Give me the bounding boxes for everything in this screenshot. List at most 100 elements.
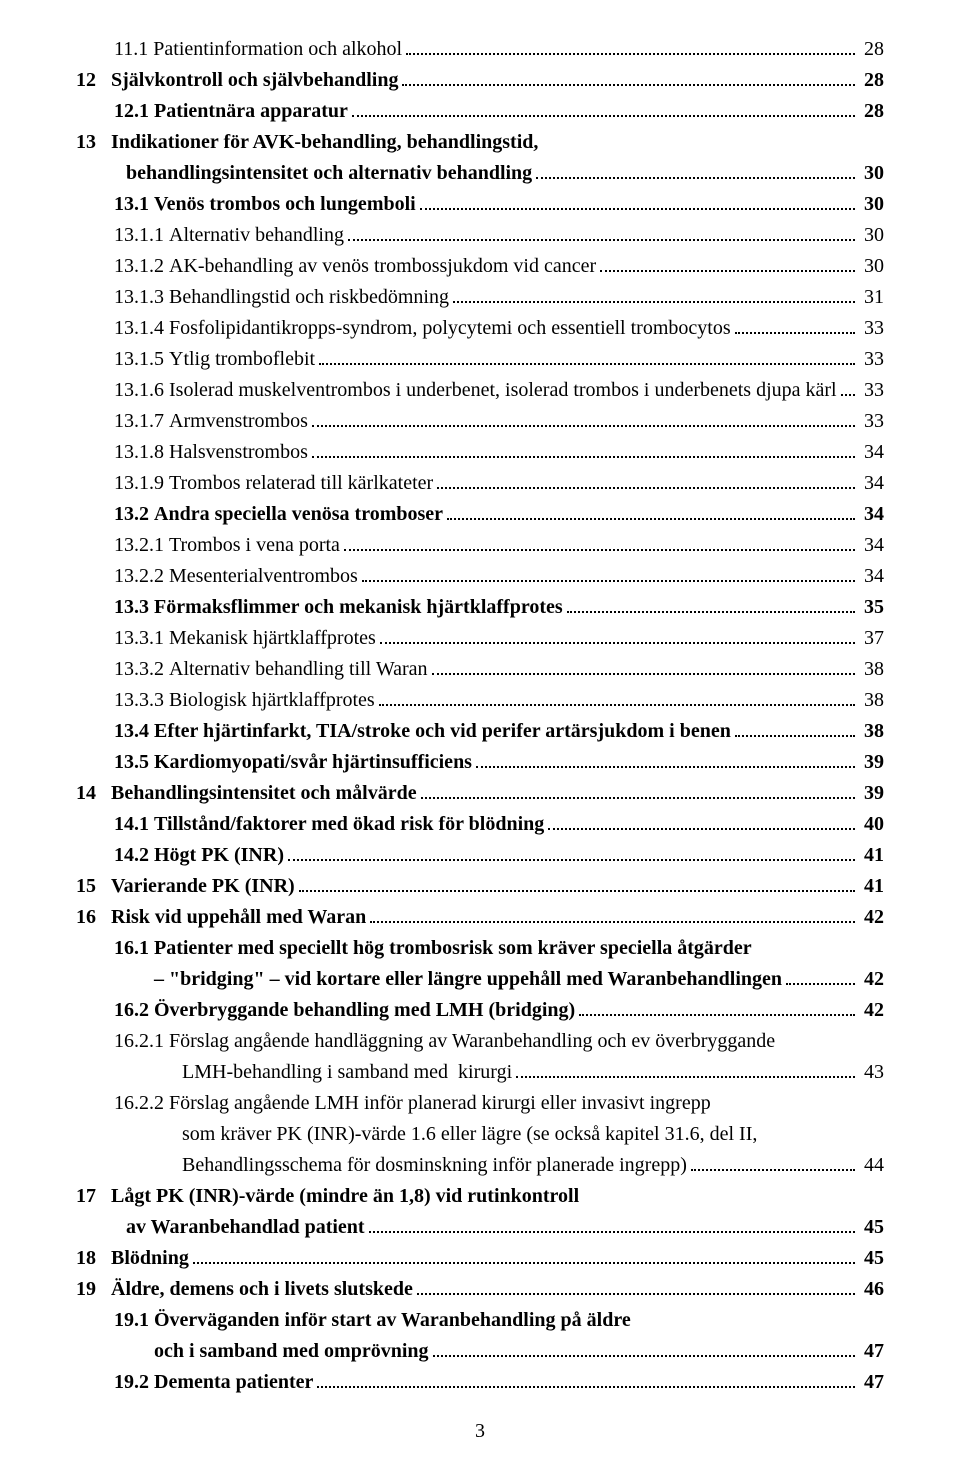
toc-entry-number: 16.2 (114, 995, 154, 1026)
toc-entry-title: Indikationer för AVK-behandling, behandl… (111, 127, 538, 158)
toc-entry: 19 Äldre, demens och i livets slutskede … (76, 1274, 884, 1305)
toc-entry: 14.1 Tillstånd/faktorer med ökad risk fö… (76, 809, 884, 840)
toc-entry-number: 13.2.2 (114, 561, 169, 592)
toc-entry-title: Patienter med speciellt hög trombosrisk … (154, 933, 752, 964)
toc-entry-number: 14.1 (114, 809, 154, 840)
toc-entry: behandlingsintensitet och alternativ beh… (76, 158, 884, 189)
toc-entry-page: 30 (859, 158, 884, 189)
toc-entry-page: 33 (859, 344, 884, 375)
toc-entry-page: 30 (859, 251, 884, 282)
toc-leader (370, 908, 855, 923)
toc-entry: 16.2.1 Förslag angående handläggning av … (76, 1026, 884, 1057)
toc-entry-number: 16.2.2 (114, 1088, 169, 1119)
toc-entry-title: Behandlingstid och riskbedömning (169, 282, 449, 313)
toc-leader (567, 598, 855, 613)
toc-entry-page: 39 (859, 747, 884, 778)
toc-entry-title: Överbryggande behandling med LMH (bridgi… (154, 995, 575, 1026)
toc-entry-page: 42 (859, 964, 884, 995)
toc-leader (437, 474, 855, 489)
toc-entry-number: 13.3.3 (114, 685, 169, 716)
toc-entry-page: 41 (859, 871, 884, 902)
toc-entry: 13 Indikationer för AVK-behandling, beha… (76, 127, 884, 158)
toc-entry: 18 Blödning 45 (76, 1243, 884, 1274)
toc-entry: 13.1.3 Behandlingstid och riskbedömning … (76, 282, 884, 313)
toc-entry: 12 Självkontroll och självbehandling 28 (76, 65, 884, 96)
toc-entry-title: Förslag angående handläggning av Waranbe… (169, 1026, 775, 1057)
toc-entry-title: Mekanisk hjärtklaffprotes (169, 623, 376, 654)
toc-leader (447, 505, 855, 520)
toc-leader (362, 567, 855, 582)
toc-entry-number: 16.2.1 (114, 1026, 169, 1057)
toc-leader (841, 381, 855, 396)
toc-leader (299, 877, 855, 892)
toc-entry: 13.4 Efter hjärtinfarkt, TIA/stroke och … (76, 716, 884, 747)
toc-entry: 19.2 Dementa patienter 47 (76, 1367, 884, 1398)
toc-leader (369, 1218, 855, 1233)
toc-entry-title: Venös trombos och lungemboli (154, 189, 416, 220)
toc-entry-title: Patientnära apparatur (154, 96, 348, 127)
toc-entry-page: 41 (859, 840, 884, 871)
toc-leader (344, 536, 855, 551)
toc-leader (433, 1342, 856, 1357)
toc-entry-number: 13.3.1 (114, 623, 169, 654)
toc-entry-title: Förmaksflimmer och mekanisk hjärtklaffpr… (154, 592, 563, 623)
toc-entry-number: 13.1.8 (114, 437, 169, 468)
toc-entry-title: Trombos relaterad till kärlkateter (169, 468, 433, 499)
toc-leader (406, 40, 855, 55)
toc-entry: 13.1.2 AK-behandling av venös trombossju… (76, 251, 884, 282)
toc-entry-number: 13.1.9 (114, 468, 169, 499)
toc-entry-number: 13 (76, 127, 111, 158)
toc-entry: LMH-behandling i samband med kirurgi 43 (76, 1057, 884, 1088)
toc-entry-number: 14.2 (114, 840, 154, 871)
toc-entry-page: 34 (859, 530, 884, 561)
toc-entry-title: – "bridging" – vid kortare eller längre … (154, 964, 782, 995)
toc-entry: 13.2.1 Trombos i vena porta 34 (76, 530, 884, 561)
toc-entry-page: 33 (859, 375, 884, 406)
toc-entry-page: 35 (859, 592, 884, 623)
toc-leader (786, 970, 855, 985)
toc-entry: 16 Risk vid uppehåll med Waran 42 (76, 902, 884, 933)
toc-entry: 13.3.2 Alternativ behandling till Waran … (76, 654, 884, 685)
toc-entry-title: Äldre, demens och i livets slutskede (111, 1274, 413, 1305)
toc-leader (352, 102, 855, 117)
toc-entry-number: 19.2 (114, 1367, 154, 1398)
toc-entry-number: 16 (76, 902, 111, 933)
toc-entry-number: 13.1.1 (114, 220, 169, 251)
toc-entry-title: Förslag angående LMH inför planerad kiru… (169, 1088, 711, 1119)
toc-entry-page: 31 (859, 282, 884, 313)
toc-entry-number: 13.5 (114, 747, 154, 778)
toc-leader (420, 195, 855, 210)
toc-entry-title: som kräver PK (INR)-värde 1.6 eller lägr… (182, 1119, 757, 1150)
toc-entry-title: Patientinformation och alkohol (153, 34, 402, 65)
toc-leader (579, 1001, 855, 1016)
toc-entry-title: Varierande PK (INR) (111, 871, 295, 902)
toc-entry-title: Isolerad muskelventrombos i underbenet, … (169, 375, 837, 406)
toc-leader (453, 288, 855, 303)
toc-entry-page: 34 (859, 437, 884, 468)
toc-leader (548, 815, 855, 830)
toc-entry-page: 46 (859, 1274, 884, 1305)
toc-entry: 13.3 Förmaksflimmer och mekanisk hjärtkl… (76, 592, 884, 623)
toc-entry: – "bridging" – vid kortare eller längre … (76, 964, 884, 995)
toc-entry: 13.2.2 Mesenterialventrombos 34 (76, 561, 884, 592)
toc-entry-number: 19.1 (114, 1305, 154, 1336)
toc-entry-page: 38 (859, 654, 884, 685)
toc-entry-page: 47 (859, 1336, 884, 1367)
toc-entry-page: 30 (859, 189, 884, 220)
toc-entry-title: Halsvenstrombos (169, 437, 308, 468)
toc-entry-title: Risk vid uppehåll med Waran (111, 902, 366, 933)
toc-entry-page: 45 (859, 1243, 884, 1274)
toc-entry-page: 47 (859, 1367, 884, 1398)
toc-entry-number: 12 (76, 65, 111, 96)
toc-leader (536, 164, 855, 179)
toc-entry: 13.1.6 Isolerad muskelventrombos i under… (76, 375, 884, 406)
toc-entry-number: 14 (76, 778, 111, 809)
toc-leader (348, 226, 855, 241)
toc-entry: 14.2 Högt PK (INR) 41 (76, 840, 884, 871)
toc-entry-title: Lågt PK (INR)-värde (mindre än 1,8) vid … (111, 1181, 579, 1212)
toc-entry-title: Behandlingsschema för dosminskning inför… (182, 1150, 687, 1181)
toc-entry-number: 13.1 (114, 189, 154, 220)
toc-leader (193, 1249, 855, 1264)
toc-leader (735, 722, 855, 737)
toc-entry-number: 16.1 (114, 933, 154, 964)
